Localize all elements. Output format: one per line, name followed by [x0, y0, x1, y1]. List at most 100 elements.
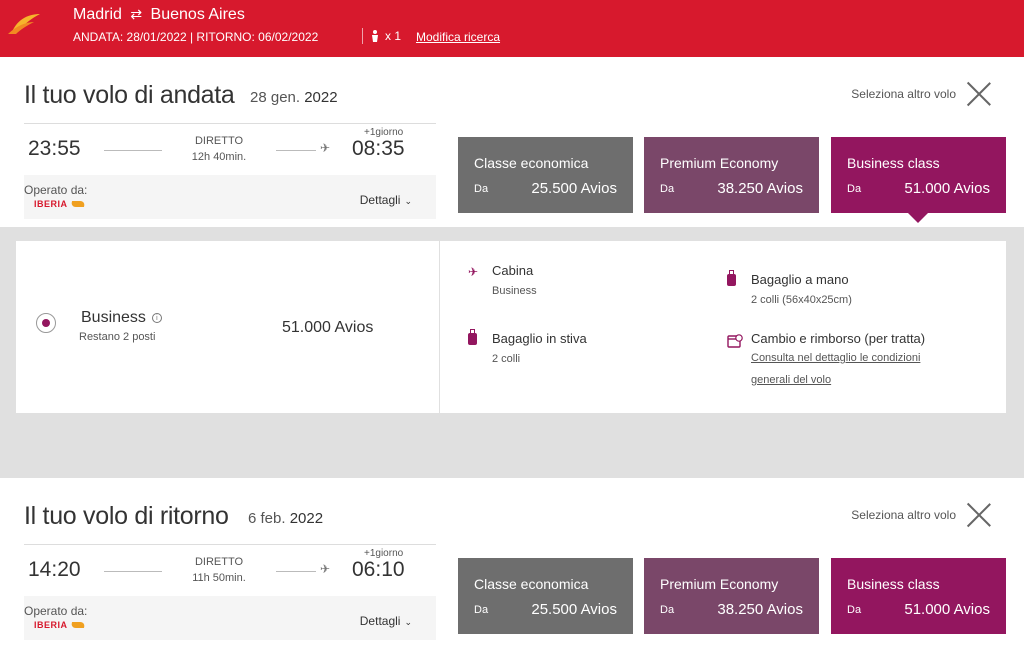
flight-type: DIRETTO — [194, 556, 244, 568]
outbound-date-year: 2022 — [304, 89, 338, 106]
return-panel: Il tuo volo di ritorno 6 feb. 2022 Selez… — [0, 478, 1024, 656]
feature-value: Business — [492, 285, 537, 297]
info-icon[interactable]: i — [151, 312, 162, 323]
fare-business-button[interactable]: Business class Da 51.000 Avios — [831, 558, 1006, 634]
fare-price: 25.500 Avios — [531, 180, 617, 197]
operated-by-label: Operato da: — [24, 183, 88, 197]
flight-duration: 12h 40min. — [191, 151, 247, 163]
luggage-icon — [468, 329, 482, 347]
close-icon[interactable] — [966, 81, 992, 107]
details-label: Dettagli — [359, 193, 401, 207]
fare-from-label: Da — [474, 604, 489, 616]
fare-economy-button[interactable]: Classe economica Da 25.500 Avios — [458, 137, 633, 213]
modify-search-link[interactable]: Modifica ricerca — [416, 30, 501, 44]
next-day-label: +1giorno — [364, 127, 404, 138]
divider — [24, 544, 436, 545]
route-line — [276, 571, 316, 572]
chevron-down-icon: ⌄ — [404, 617, 412, 627]
person-icon — [372, 30, 378, 42]
route: Madrid ⇄ Buenos Aires — [73, 6, 245, 24]
fare-price: 51.000 Avios — [904, 180, 990, 197]
feature-title: Bagaglio a mano — [751, 272, 849, 287]
destination-city: Buenos Aires — [150, 6, 245, 23]
departure-time: 23:55 — [28, 137, 81, 160]
selected-fare-pointer — [908, 213, 928, 223]
operator-bar: Operato da: IBERIA Dettagli ⌄ — [24, 596, 436, 640]
fare-economy-button[interactable]: Classe economica Da 25.500 Avios — [458, 558, 633, 634]
fare-from-label: Da — [660, 604, 675, 616]
arrival-time: 08:35 — [352, 137, 405, 160]
outbound-date-day: 28 gen. — [250, 89, 301, 106]
passenger-count: x 1 — [362, 28, 401, 44]
select-other-flight-link[interactable]: Seleziona altro volo — [851, 87, 956, 101]
swap-icon: ⇄ — [130, 6, 143, 22]
fare-name: Classe economica — [474, 576, 589, 592]
fare-radio-selected[interactable] — [36, 313, 56, 333]
plane-seat-icon: ✈ — [468, 265, 479, 279]
operator-logo: IBERIA — [34, 620, 86, 630]
conditions-link[interactable]: Consulta nel dettaglio le condizioni gen… — [751, 352, 921, 386]
divider — [362, 28, 363, 44]
next-day-label: +1giorno — [364, 548, 404, 559]
fare-details-area: Business i Restano 2 posti 51.000 Avios ✈… — [0, 227, 1024, 450]
return-date-year: 2022 — [289, 510, 324, 527]
fare-premium-button[interactable]: Premium Economy Da 38.250 Avios — [644, 137, 819, 213]
fare-price: 25.500 Avios — [531, 601, 617, 618]
luggage-icon — [727, 270, 741, 288]
fare-from-label: Da — [847, 604, 862, 616]
search-summary-bar: Madrid ⇄ Buenos Aires ANDATA: 28/01/2022… — [0, 0, 1024, 57]
select-other-flight-link[interactable]: Seleziona altro volo — [851, 508, 956, 522]
operator-bar: Operato da: IBERIA Dettagli ⌄ — [24, 175, 436, 219]
flight-type: DIRETTO — [194, 135, 244, 147]
fare-from-label: Da — [474, 183, 489, 195]
details-button[interactable]: Dettagli ⌄ — [360, 614, 412, 628]
iberia-wing-icon — [69, 622, 86, 628]
seats-remaining: Restano 2 posti — [79, 331, 156, 343]
selected-fare-price: 51.000 Avios — [282, 319, 374, 336]
plane-icon: ✈ — [320, 141, 331, 155]
selected-fare-name: Business i — [81, 309, 162, 327]
outbound-title: Il tuo volo di andata — [24, 81, 235, 109]
fare-name: Premium Economy — [660, 155, 779, 171]
route-line — [276, 150, 316, 151]
operator-logo: IBERIA — [34, 199, 86, 209]
flight-duration: 11h 50min. — [192, 572, 246, 584]
divider — [24, 123, 436, 124]
fare-name: Premium Economy — [660, 576, 779, 592]
return-flight-row: 14:20 DIRETTO 11h 50min. ✈ +1giorno 06:1… — [24, 544, 436, 640]
outbound-flight-row: 23:55 DIRETTO 12h 40min. ✈ +1giorno 08:3… — [24, 123, 436, 219]
calendar-icon — [727, 333, 743, 348]
feature-value: 2 colli (56x40x25cm) — [751, 294, 852, 306]
outbound-panel: Il tuo volo di andata 28 gen. 2022 Selez… — [0, 57, 1024, 227]
outbound-date: 28 gen. 2022 — [250, 89, 338, 106]
fare-price: 38.250 Avios — [717, 601, 803, 618]
route-line — [104, 571, 162, 572]
fare-name: Classe economica — [474, 155, 589, 171]
origin-city: Madrid — [73, 6, 122, 23]
arrival-time: 06:10 — [352, 558, 405, 581]
fare-name: Business class — [847, 576, 940, 592]
details-label: Dettagli — [359, 614, 401, 628]
trip-dates: ANDATA: 28/01/2022 | RITORNO: 06/02/2022 — [73, 30, 319, 44]
feature-value: 2 colli — [492, 353, 521, 365]
selected-fare-label: Business — [81, 309, 146, 326]
fare-price: 38.250 Avios — [717, 180, 803, 197]
divider — [439, 241, 440, 413]
return-title: Il tuo volo di ritorno — [24, 502, 229, 530]
fare-business-button[interactable]: Business class Da 51.000 Avios — [831, 137, 1006, 213]
feature-title: Cabina — [492, 263, 534, 278]
feature-title: Bagaglio in stiva — [492, 331, 587, 346]
fare-details-card: Business i Restano 2 posti 51.000 Avios ✈… — [16, 241, 1006, 413]
passenger-label: x 1 — [385, 29, 402, 43]
return-date: 6 feb. 2022 — [248, 510, 323, 527]
fare-from-label: Da — [847, 183, 862, 195]
fare-from-label: Da — [660, 183, 675, 195]
fare-name: Business class — [847, 155, 940, 171]
fare-premium-button[interactable]: Premium Economy Da 38.250 Avios — [644, 558, 819, 634]
operator-name: IBERIA — [34, 620, 68, 630]
close-icon[interactable] — [966, 502, 992, 528]
details-button[interactable]: Dettagli ⌄ — [360, 193, 412, 207]
plane-icon: ✈ — [320, 562, 331, 576]
iberia-wing-icon — [69, 201, 86, 207]
chevron-down-icon: ⌄ — [404, 196, 412, 206]
